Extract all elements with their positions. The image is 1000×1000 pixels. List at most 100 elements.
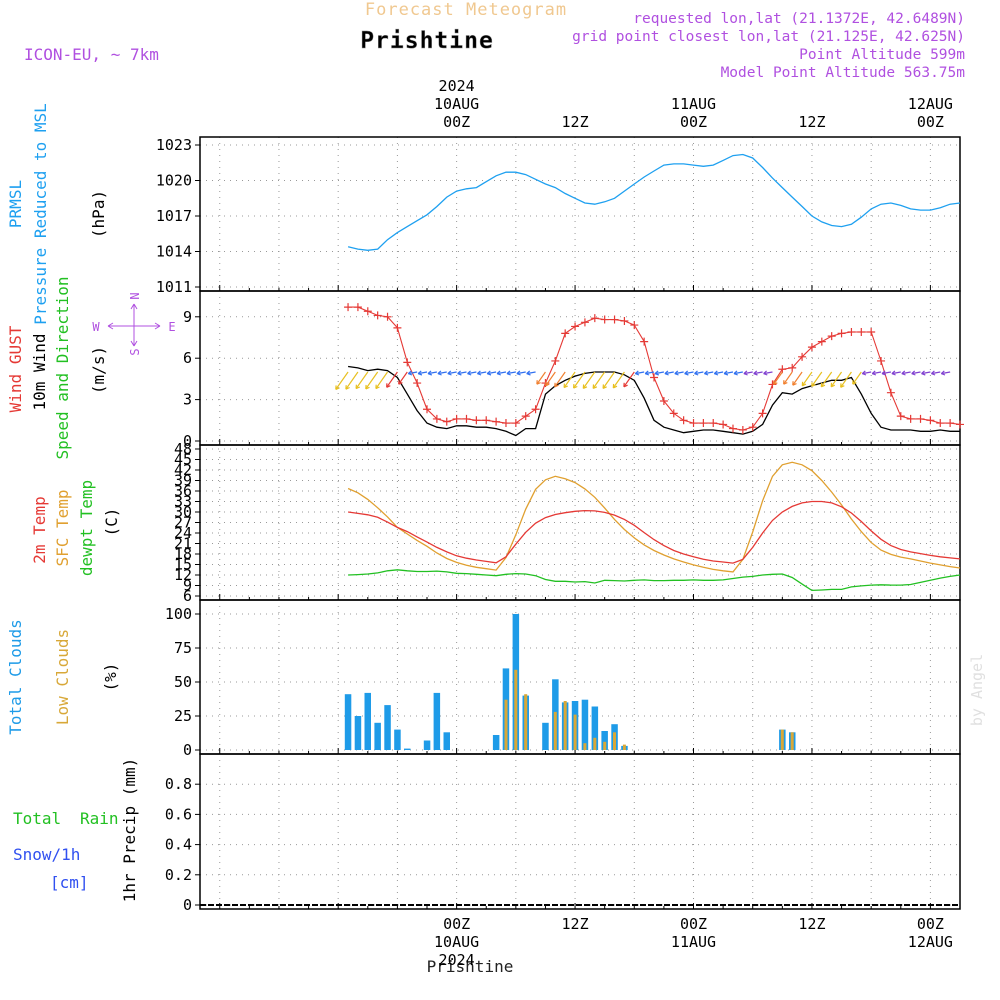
wind-arrow-head — [496, 370, 502, 376]
wind-arrow-head — [634, 370, 640, 376]
cloud-total-bar — [404, 748, 411, 750]
grid-point-coords: grid point closest lon,lat (21.125E, 42.… — [572, 29, 965, 45]
gust-marker — [719, 420, 728, 429]
y-tick-label: 45 — [174, 451, 192, 469]
gust-marker — [669, 409, 678, 418]
precip-snow-unit: [cm] — [50, 873, 89, 892]
wind-dir-label: Speed and Direction — [53, 276, 72, 459]
gust-marker — [956, 420, 964, 429]
gust-marker — [857, 327, 866, 336]
y-tick-label: 1014 — [156, 243, 192, 261]
top-time-axis: 202410AUG00Z12Z11AUG00Z12Z12AUG00Z12Z — [434, 77, 953, 131]
sfc-temp-line — [347, 461, 961, 573]
wind-arrow — [545, 371, 556, 387]
bottom-time-label: 12Z — [798, 915, 825, 933]
top-time-label: 11AUG — [671, 95, 716, 113]
y-tick-label: 0.2 — [165, 866, 192, 884]
wind-arrow-head — [506, 370, 511, 376]
compass-s: S — [128, 348, 142, 355]
cloud-low-bar — [524, 694, 528, 750]
gust-marker — [886, 388, 895, 397]
wind-arrow-head — [852, 380, 857, 385]
wind-arrow — [516, 371, 526, 375]
wind-arrow — [375, 371, 389, 389]
wind-arrow-head — [355, 384, 361, 390]
wind-label: 10m Wind — [30, 333, 49, 410]
gust-marker — [600, 315, 609, 324]
wind-arrow-head — [345, 385, 350, 390]
gust-marker — [521, 412, 530, 421]
model-label: ICON-EU, ~ 7km — [24, 45, 159, 64]
top-time-label: 12AUG — [908, 95, 953, 113]
gust-marker — [610, 315, 619, 324]
gust-marker — [363, 307, 372, 316]
cloud-total-bar — [581, 699, 589, 750]
wind-arrow — [801, 371, 813, 387]
wind-arrow-head — [820, 382, 826, 388]
wind-arrow — [733, 371, 743, 375]
gust-marker — [906, 414, 915, 423]
gust-marker — [353, 303, 362, 312]
wind-arrow-head — [417, 370, 423, 376]
gust-marker — [936, 419, 945, 428]
temp2m-label: 2m Temp — [30, 496, 49, 563]
wind-panel: 0 3 6 9 — [183, 290, 964, 450]
gust-marker — [896, 412, 905, 421]
precip-axis-label: 1hr Precip (mm) — [120, 758, 139, 903]
y-tick-label: 21 — [174, 535, 192, 553]
y-tick-label: 0.6 — [165, 805, 192, 823]
wind-arrow-head — [554, 382, 559, 388]
y-tick-label: 9 — [183, 577, 192, 595]
gust-marker — [630, 321, 639, 330]
wind-arrow — [941, 371, 951, 375]
y-tick-label: 0 — [183, 432, 192, 450]
pressure-label-2: Pressure Reduced to MSL — [31, 103, 50, 325]
wind-arrow — [592, 371, 606, 389]
y-tick-label: 50 — [174, 673, 192, 691]
y-tick-label: 0 — [183, 741, 192, 759]
cloud-low-bar — [613, 732, 616, 750]
wind-arrow — [554, 371, 566, 388]
y-tick-label: 25 — [174, 707, 192, 725]
gust-marker — [571, 322, 580, 331]
wind-arrow-head — [723, 370, 729, 376]
wind-arrow — [881, 371, 892, 375]
wind-arrow — [477, 371, 487, 375]
gust-marker — [798, 352, 807, 361]
gust-marker — [640, 337, 649, 346]
wind-arrow-head — [703, 370, 709, 376]
location-title: Prishtine — [360, 28, 494, 54]
wind-arrow-head — [674, 370, 679, 376]
wind-arrow — [345, 371, 359, 390]
wind-arrow-head — [612, 383, 618, 389]
wind-arrow — [714, 371, 724, 375]
wind-arrow — [743, 371, 753, 375]
y-tick-label: 12 — [174, 566, 192, 584]
y-tick-label: 0.4 — [165, 836, 192, 854]
y-tick-label: 30 — [174, 503, 192, 521]
gust-marker — [590, 314, 599, 323]
cloud-total-bar — [354, 716, 362, 750]
gust-marker — [758, 409, 767, 418]
wind-arrow-head — [840, 383, 845, 388]
cloud-total-bar — [492, 735, 500, 750]
gust-marker — [561, 329, 570, 338]
wind-arrow-head — [476, 370, 482, 376]
gust-marker — [403, 358, 412, 367]
wind-arrow-head — [801, 381, 807, 387]
gust-marker — [699, 419, 708, 428]
panel-frame — [199, 290, 961, 446]
cloud-unit: (%) — [101, 663, 120, 692]
y-tick-label: 42 — [174, 461, 192, 479]
gust-marker — [847, 327, 856, 336]
gust-marker — [393, 323, 402, 332]
cloud-low-bar — [504, 699, 508, 750]
y-tick-label: 48 — [174, 440, 192, 458]
panel-frame — [199, 136, 961, 292]
wind-arrow — [921, 371, 931, 375]
wind-arrow-head — [427, 370, 433, 376]
bottom-time-label: 00Z — [680, 915, 707, 933]
model-altitude: Model Point Altitude 563.75m — [721, 65, 966, 81]
compass-w: W — [92, 320, 100, 334]
y-tick-label: 100 — [165, 605, 192, 623]
